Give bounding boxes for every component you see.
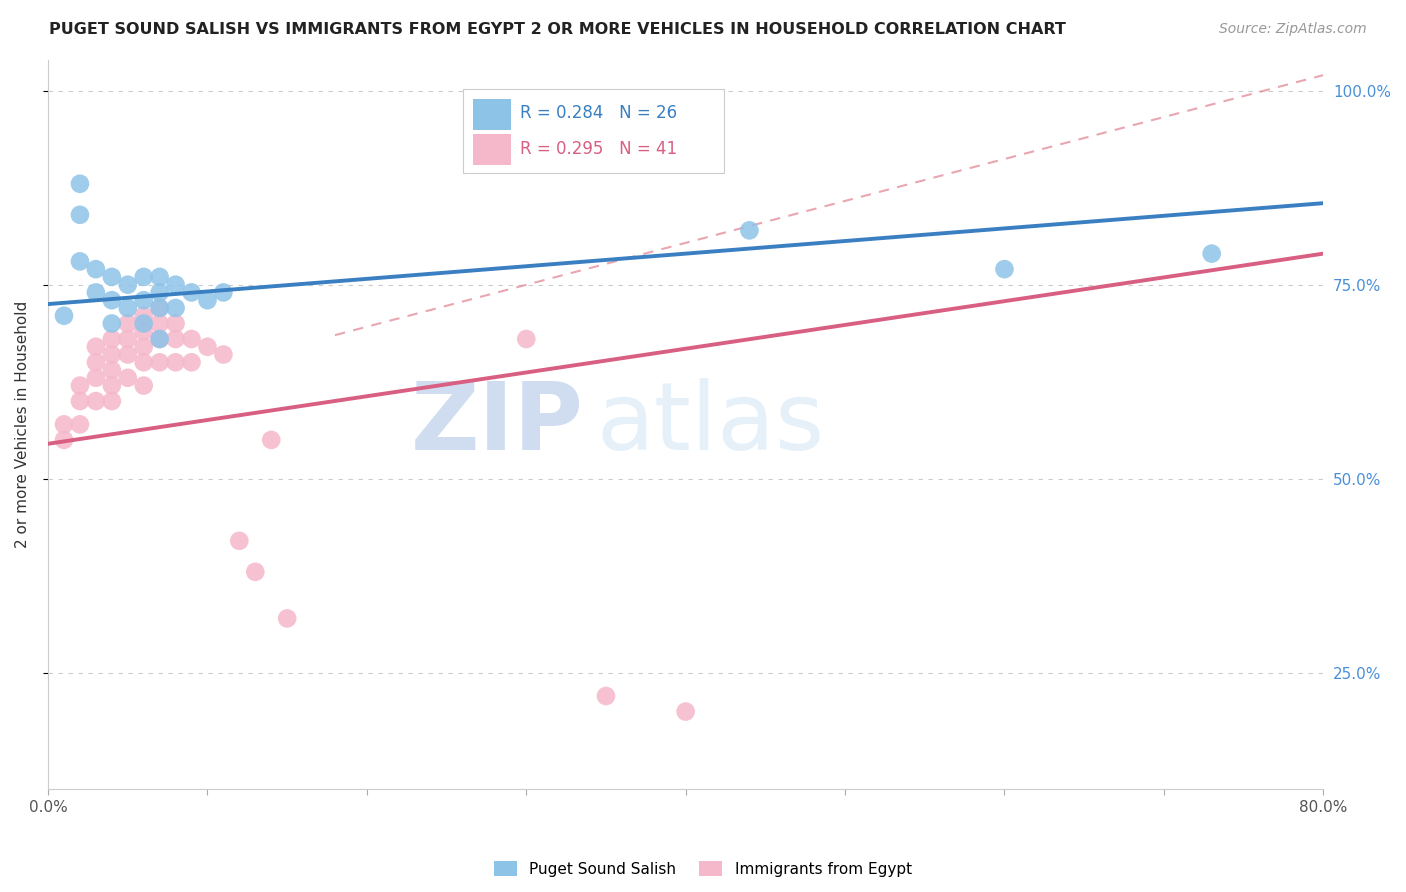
Point [675, 705, 697, 719]
Point [132, 378, 155, 392]
Point [132, 309, 155, 323]
Point [149, 355, 172, 369]
Point [132, 317, 155, 331]
Point [84, 394, 107, 409]
Point [101, 332, 124, 346]
Point [132, 340, 155, 354]
Point [149, 285, 172, 300]
Point [101, 269, 124, 284]
Point [180, 355, 202, 369]
Point [84, 340, 107, 354]
Point [228, 533, 250, 548]
Text: R = 0.284   N = 26: R = 0.284 N = 26 [520, 103, 678, 122]
Point [117, 347, 139, 361]
Point [84, 355, 107, 369]
Point [260, 433, 283, 447]
Point [69, 208, 91, 222]
Point [245, 565, 267, 579]
FancyBboxPatch shape [472, 134, 510, 165]
Point [69, 378, 91, 392]
Point [69, 177, 91, 191]
Point [84, 285, 107, 300]
Point [117, 332, 139, 346]
Point [197, 340, 219, 354]
Point [149, 332, 172, 346]
Point [132, 293, 155, 308]
Point [53, 417, 76, 432]
Point [180, 332, 202, 346]
Point [117, 301, 139, 315]
Point [165, 332, 187, 346]
Text: PUGET SOUND SALISH VS IMMIGRANTS FROM EGYPT 2 OR MORE VEHICLES IN HOUSEHOLD CORR: PUGET SOUND SALISH VS IMMIGRANTS FROM EG… [49, 22, 1066, 37]
Point [165, 277, 187, 292]
Point [69, 417, 91, 432]
Point [84, 371, 107, 385]
Text: ZIP: ZIP [411, 378, 583, 470]
Point [165, 317, 187, 331]
Legend: Puget Sound Salish, Immigrants from Egypt: Puget Sound Salish, Immigrants from Egyp… [486, 853, 920, 884]
Point [69, 394, 91, 409]
Point [84, 262, 107, 277]
Point [149, 317, 172, 331]
Point [69, 254, 91, 268]
Point [101, 293, 124, 308]
Point [149, 332, 172, 346]
Point [132, 269, 155, 284]
Point [595, 689, 617, 703]
Point [738, 223, 761, 237]
Point [212, 347, 235, 361]
FancyBboxPatch shape [472, 99, 510, 130]
Point [117, 317, 139, 331]
Point [212, 285, 235, 300]
Point [993, 262, 1015, 277]
FancyBboxPatch shape [463, 89, 724, 173]
Point [165, 301, 187, 315]
Point [1201, 246, 1223, 260]
Point [53, 433, 76, 447]
Point [101, 394, 124, 409]
Point [276, 611, 298, 625]
Point [101, 378, 124, 392]
Point [515, 332, 537, 346]
Point [132, 355, 155, 369]
Point [53, 309, 76, 323]
Text: atlas: atlas [596, 378, 825, 470]
Point [117, 277, 139, 292]
Point [149, 301, 172, 315]
Point [101, 363, 124, 377]
Point [165, 355, 187, 369]
Y-axis label: 2 or more Vehicles in Household: 2 or more Vehicles in Household [15, 301, 30, 548]
Point [117, 371, 139, 385]
Point [149, 269, 172, 284]
Text: R = 0.295   N = 41: R = 0.295 N = 41 [520, 140, 678, 159]
Point [149, 301, 172, 315]
Point [101, 347, 124, 361]
Text: Source: ZipAtlas.com: Source: ZipAtlas.com [1219, 22, 1367, 37]
Point [101, 317, 124, 331]
Point [132, 324, 155, 338]
Point [197, 293, 219, 308]
Point [180, 285, 202, 300]
